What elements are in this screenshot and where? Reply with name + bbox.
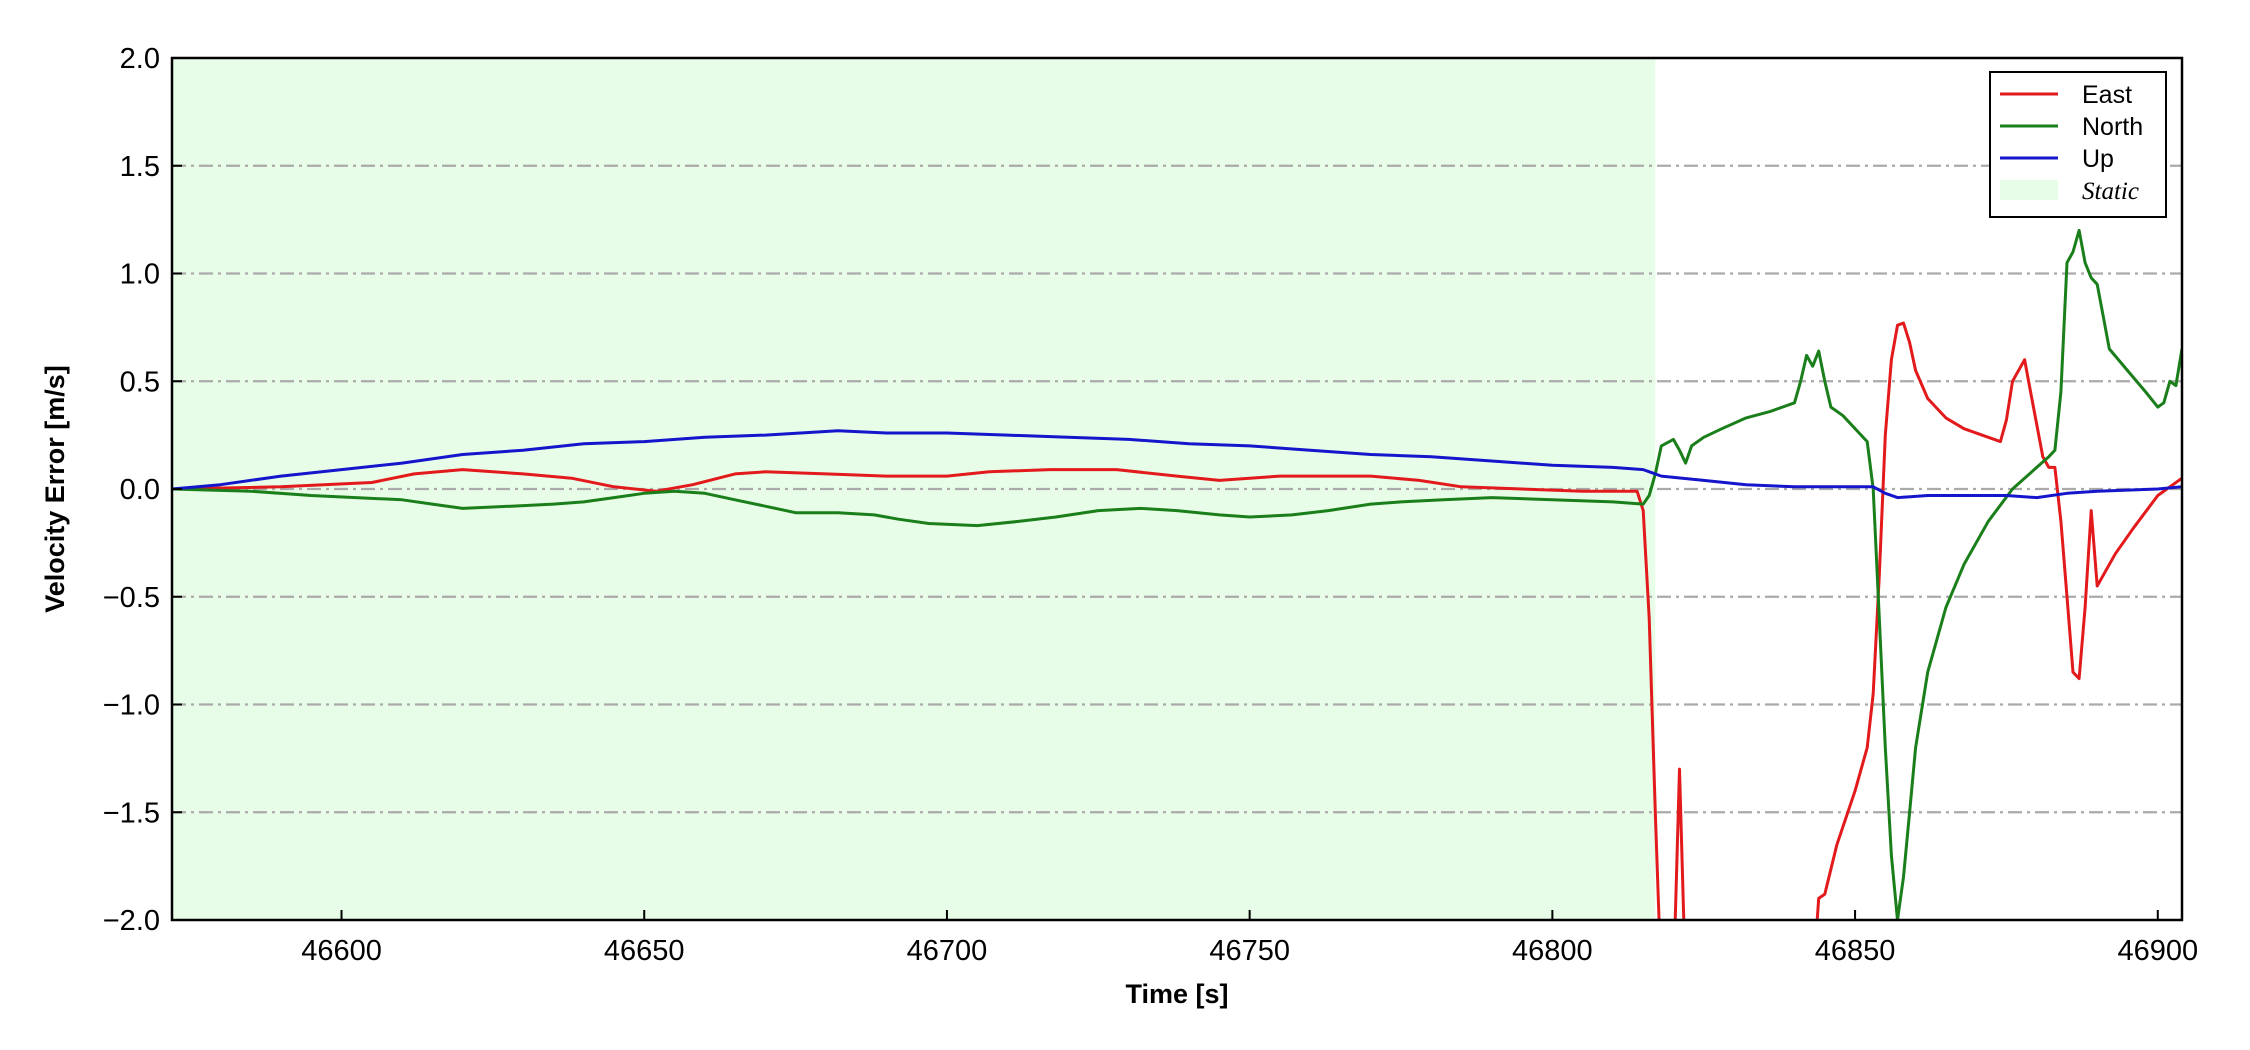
y-tick-label: 2.0 xyxy=(120,43,160,75)
y-tick-label: −2.0 xyxy=(103,905,160,937)
series-line-up xyxy=(172,429,2182,500)
legend-items: East North Up Static xyxy=(2000,81,2143,205)
y-tick-label: −0.5 xyxy=(103,582,160,614)
y-tick-label: 0.0 xyxy=(120,474,160,506)
legend-label-static: Static xyxy=(2082,178,2139,205)
x-axis-title: Time [s] xyxy=(1125,979,1228,1009)
x-tick-label: 46850 xyxy=(1815,935,1896,967)
x-tick-label: 46600 xyxy=(301,935,382,967)
axis-ticks: 46600 46650 46700 46750 46800 46850 46900 −2.0 −… xyxy=(103,43,2198,967)
y-tick-label: 0.5 xyxy=(120,366,160,398)
series-line-north xyxy=(172,228,2182,920)
legend-label-east: East xyxy=(2082,81,2132,109)
y-tick-label: 1.5 xyxy=(120,151,160,183)
x-tick-label: 46800 xyxy=(1512,935,1593,967)
x-tick-label: 46650 xyxy=(604,935,685,967)
y-axis-title: Velocity Error [m/s] xyxy=(40,365,70,613)
legend-label-north: North xyxy=(2082,113,2143,141)
y-tick-label: −1.5 xyxy=(103,797,160,829)
series-layer xyxy=(172,228,2182,920)
legend-label-up: Up xyxy=(2082,145,2114,173)
legend: East North Up Static xyxy=(1989,71,2167,218)
y-tick-label: 1.0 xyxy=(120,259,160,291)
x-tick-label: 46900 xyxy=(2117,935,2198,967)
series-line-east xyxy=(172,321,2182,920)
x-tick-label: 46700 xyxy=(907,935,988,967)
grid-lines xyxy=(172,164,2182,814)
legend-swatch-static xyxy=(2000,180,2058,200)
x-tick-label: 46750 xyxy=(1209,935,1290,967)
y-tick-label: −1.0 xyxy=(103,690,160,722)
